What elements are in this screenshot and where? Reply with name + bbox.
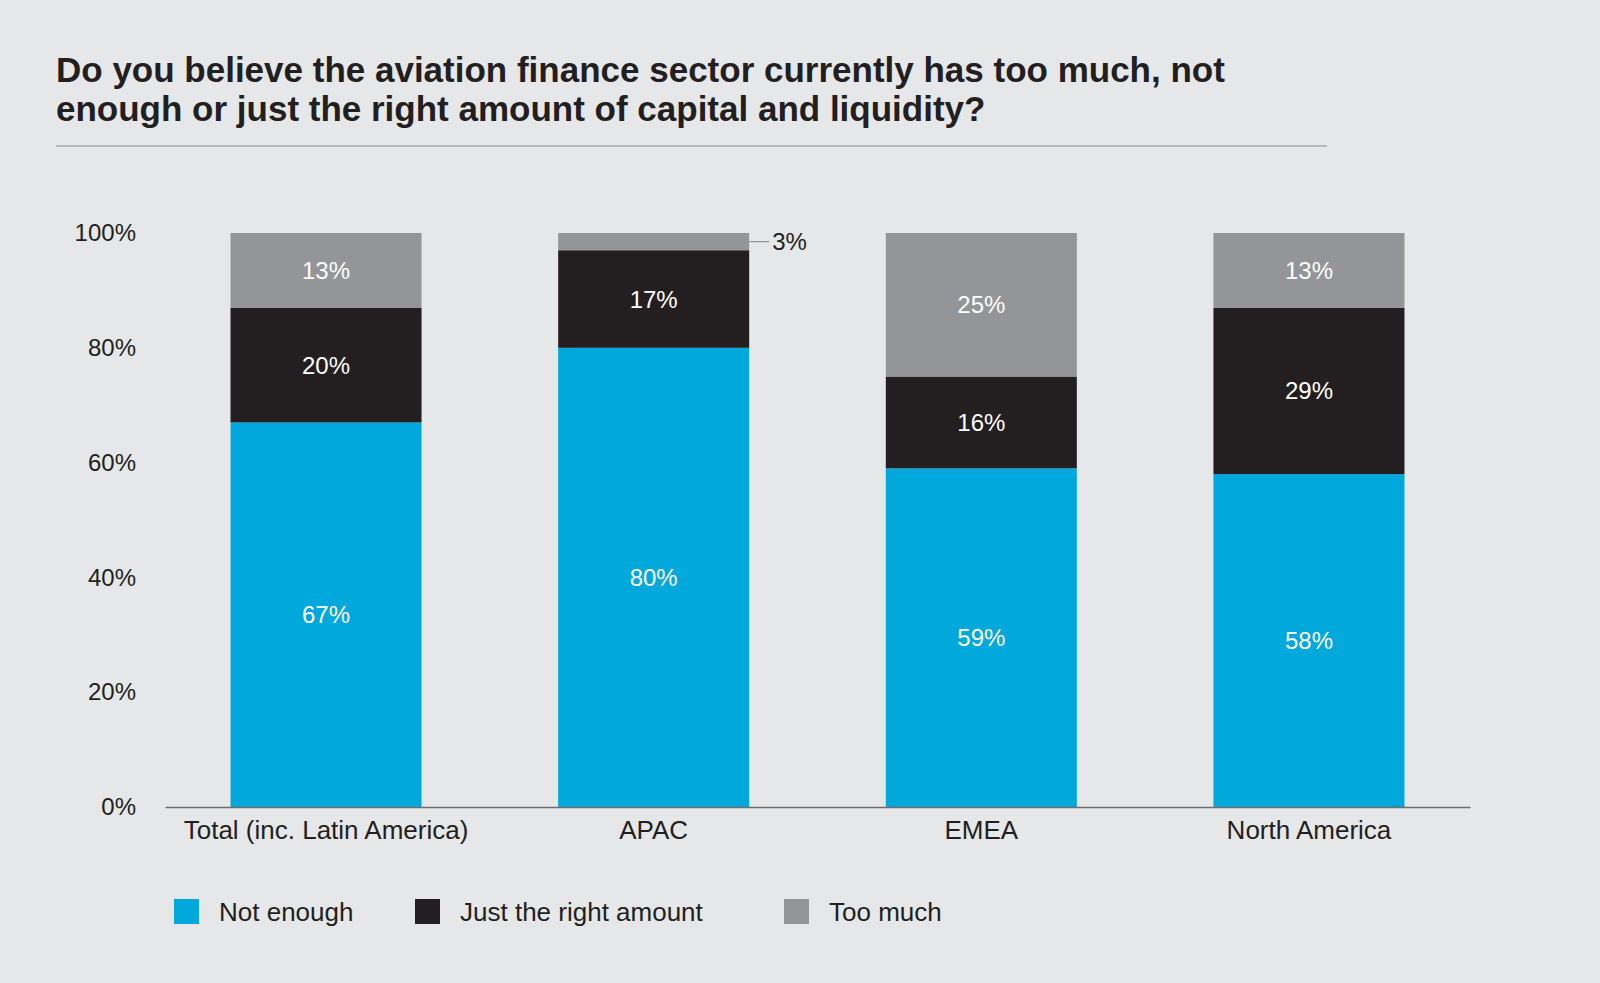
legend-label: Just the right amount <box>460 897 704 927</box>
y-tick: 100% <box>75 219 136 246</box>
bar-segment <box>886 377 1077 469</box>
background <box>0 0 1600 983</box>
y-tick-label: 0% <box>101 793 136 820</box>
legend-label: Too much <box>829 897 942 927</box>
legend-swatch <box>415 899 440 924</box>
y-tick: 20% <box>88 678 136 705</box>
y-tick: 40% <box>88 564 136 591</box>
bar-segment <box>231 308 422 423</box>
data-label: 80% <box>630 564 678 591</box>
data-label: 17% <box>630 286 678 313</box>
legend: Not enough Just the right amount Too much <box>174 897 942 927</box>
bar-segment <box>231 422 422 807</box>
data-label: 3% <box>772 228 807 255</box>
data-label: 13% <box>302 257 350 284</box>
x-tick-label: North America <box>1227 815 1392 845</box>
data-label: 16% <box>957 409 1005 436</box>
data-label: 59% <box>957 624 1005 651</box>
y-tick: 0% <box>101 793 136 820</box>
y-tick-label: 100% <box>75 219 136 246</box>
data-label: 58% <box>1285 627 1333 654</box>
bar-segment <box>558 233 749 250</box>
y-tick-label: 40% <box>88 564 136 591</box>
bar-segment <box>558 348 749 807</box>
data-label: 67% <box>302 601 350 628</box>
data-labels: 67% 80% 59% 58% 20% 17% 16% 29% 13% 3% 25% 13% <box>302 228 1333 654</box>
bar-segment <box>1213 233 1404 308</box>
x-tick-label: EMEA <box>944 815 1018 845</box>
legend-swatch <box>784 899 809 924</box>
title: Do you believe the aviation finance sect… <box>56 50 1225 128</box>
bar-segment <box>886 233 1077 377</box>
y-axis-line <box>136 234 137 808</box>
bar-segment <box>231 233 422 308</box>
x-tick-label: APAC <box>619 815 688 845</box>
data-label: 25% <box>957 291 1005 318</box>
bars <box>231 233 1405 807</box>
x-axis-line <box>166 807 1471 809</box>
y-tick-label: 80% <box>88 334 136 361</box>
y-tick: 60% <box>88 449 136 476</box>
y-axis: 0% 20% 40% 60% 80% 100% <box>75 219 137 820</box>
title-rule <box>56 145 1327 147</box>
legend-swatch <box>174 899 199 924</box>
x-axis: Total (inc. Latin America) APAC EMEA North … <box>166 807 1471 845</box>
legend-label: Not enough <box>219 897 353 927</box>
data-label: 13% <box>1285 257 1333 284</box>
data-label: 20% <box>302 352 350 379</box>
bar-segment <box>1213 308 1404 474</box>
x-tick: EMEA <box>944 807 1018 845</box>
x-tick: APAC <box>619 807 688 845</box>
x-tick: Total (inc. Latin America) <box>184 807 469 845</box>
chart: Do you believe the aviation finance sect… <box>0 0 1600 983</box>
data-label: 29% <box>1285 377 1333 404</box>
bar-segment <box>1213 474 1404 807</box>
x-tick-label: Total (inc. Latin America) <box>184 815 469 845</box>
y-tick-label: 20% <box>88 678 136 705</box>
y-tick: 80% <box>88 334 136 361</box>
y-tick-label: 60% <box>88 449 136 476</box>
bar-segment <box>558 250 749 348</box>
bar-segment <box>886 468 1077 807</box>
x-tick: North America <box>1227 807 1392 845</box>
label-leader <box>749 241 769 242</box>
